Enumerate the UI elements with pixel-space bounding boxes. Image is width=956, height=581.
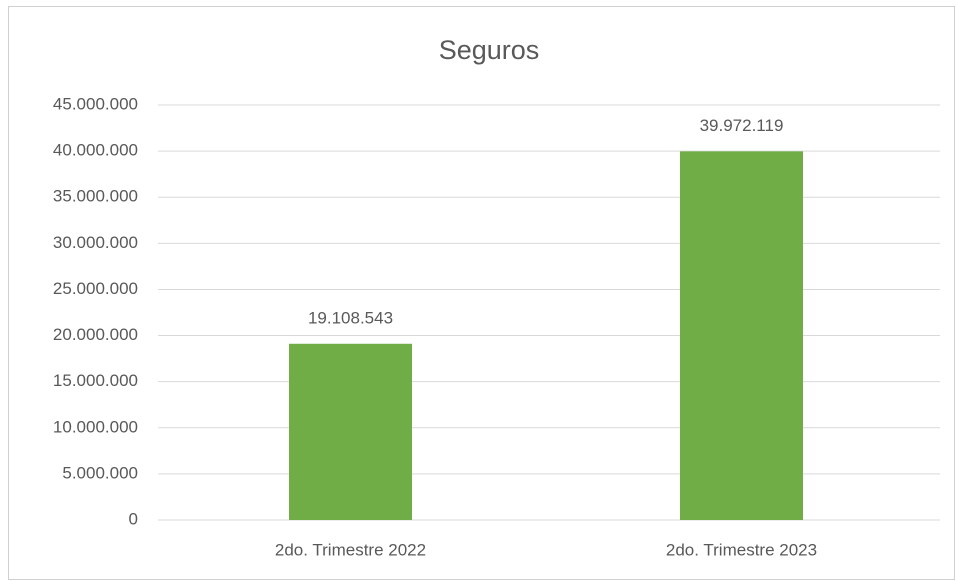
chart-title: Seguros: [439, 35, 540, 65]
bar: [680, 151, 803, 521]
x-tick-label: 2do. Trimestre 2022: [275, 540, 426, 559]
y-tick-label: 5.000.000: [62, 463, 138, 482]
y-tick-label: 15.000.000: [53, 371, 138, 390]
y-tick-label: 0: [129, 509, 138, 528]
chart-border: [8, 6, 955, 580]
y-tick-label: 25.000.000: [53, 279, 138, 298]
y-tick-label: 10.000.000: [53, 417, 138, 436]
y-tick-label: 45.000.000: [53, 94, 138, 113]
y-tick-label: 40.000.000: [53, 141, 138, 160]
y-tick-label: 20.000.000: [53, 325, 138, 344]
data-label: 39.972.119: [700, 116, 784, 135]
x-tick-label: 2do. Trimestre 2023: [666, 540, 817, 559]
y-tick-label: 35.000.000: [53, 187, 138, 206]
bar: [289, 343, 412, 520]
y-tick-label: 30.000.000: [53, 233, 138, 252]
data-label: 19.108.543: [308, 308, 393, 327]
